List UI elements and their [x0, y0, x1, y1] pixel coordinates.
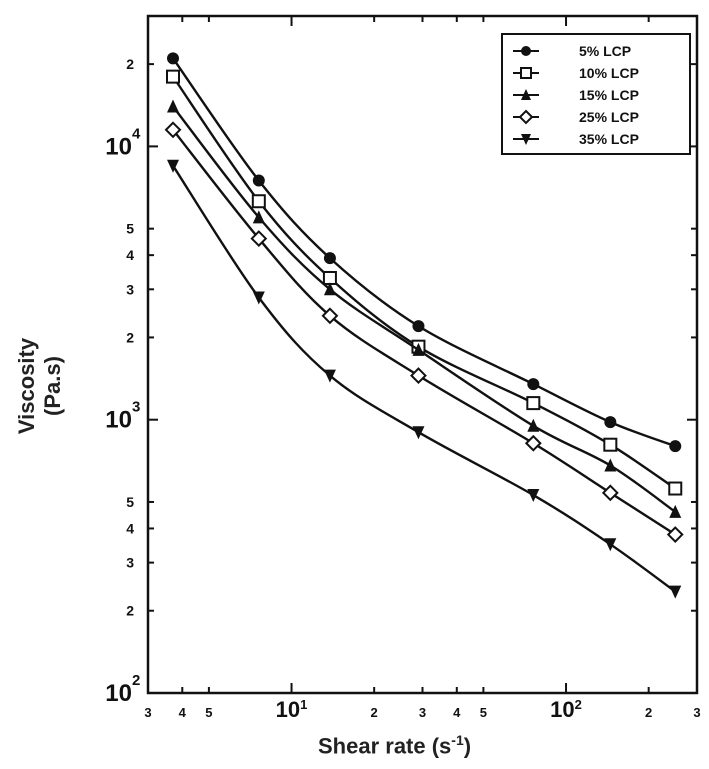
legend-marker [513, 109, 539, 125]
x-tick-label: 2 [645, 705, 652, 720]
y-tick-label: 4 [126, 247, 134, 263]
data-point [410, 367, 427, 385]
y-tick-exponent: 4 [132, 125, 141, 142]
data-point [601, 484, 619, 502]
data-point [527, 489, 540, 503]
legend-label: 35% LCP [579, 131, 639, 147]
data-point [250, 230, 268, 247]
data-point [669, 504, 682, 518]
x-tick-label: 4 [453, 705, 461, 720]
legend-marker [513, 134, 539, 145]
y-tick-label: 2 [126, 603, 134, 619]
x-tick-label: 3 [693, 705, 700, 720]
x-tick-label: 3 [144, 705, 151, 720]
data-point [527, 418, 540, 432]
data-point [412, 426, 425, 440]
x-tick-label: 5 [205, 705, 212, 720]
data-point [323, 282, 336, 296]
data-point [526, 396, 541, 411]
data-point [251, 194, 266, 209]
data-point [323, 369, 336, 383]
data-point [322, 270, 337, 285]
y-tick-exponent: 3 [132, 399, 140, 416]
series-line [172, 75, 676, 490]
data-point [412, 342, 425, 356]
series-line [171, 165, 676, 593]
legend-marker [513, 46, 539, 56]
y-axis-label: Viscosity (Pa.s) [14, 337, 65, 435]
data-point [521, 46, 531, 56]
y-tick-label: 5 [126, 494, 134, 510]
legend: 5% LCP 10% LCP 15% LCP 25% LCP 35% LCP [501, 33, 691, 155]
data-point [518, 109, 534, 125]
x-axis-label-exponent: -1 [451, 732, 464, 748]
data-point [668, 481, 683, 496]
data-point [521, 89, 531, 100]
legend-label: 25% LCP [579, 109, 639, 125]
data-point [164, 121, 182, 139]
y-tick-label: 10 [105, 680, 132, 707]
y-tick-label: 5 [126, 221, 134, 237]
data-point [412, 320, 425, 333]
legend-marker [513, 67, 539, 79]
data-point [603, 437, 618, 452]
data-point [166, 69, 181, 84]
data-point [604, 538, 617, 552]
x-tick-label: 101 [276, 697, 308, 722]
legend-item: 25% LCP [503, 106, 691, 128]
data-point [252, 210, 265, 224]
data-point [669, 585, 682, 599]
series-line [172, 57, 676, 448]
legend-marker [513, 89, 539, 100]
legend-item: 10% LCP [503, 62, 691, 84]
legend-label: 10% LCP [579, 65, 639, 81]
data-point [167, 159, 180, 173]
x-axis-label: Shear rate (s-1) [318, 732, 471, 759]
y-tick-label: 2 [126, 329, 134, 345]
x-tick-exponent: 1 [300, 697, 307, 712]
y-tick-label: 4 [126, 520, 134, 536]
legend-label: 5% LCP [579, 43, 632, 59]
data-point [527, 378, 540, 391]
data-point [520, 67, 532, 79]
data-point [524, 434, 542, 452]
x-tick-label: 4 [179, 705, 187, 720]
x-tick-label: 2 [371, 705, 378, 720]
series-line [172, 129, 676, 536]
legend-item: 5% LCP [503, 40, 691, 62]
data-point [669, 440, 682, 453]
data-point [167, 99, 180, 113]
y-tick-label: 3 [126, 281, 134, 297]
data-point [252, 174, 265, 187]
data-point [521, 134, 531, 145]
legend-item: 15% LCP [503, 84, 691, 106]
data-point [604, 416, 617, 429]
data-point [321, 307, 339, 325]
x-tick-label: 102 [550, 697, 582, 722]
y-tick-label: 3 [126, 555, 134, 571]
legend-item: 35% LCP [503, 128, 691, 150]
data-point [666, 526, 684, 543]
x-axis-label-text: Shear rate (s [318, 733, 452, 759]
data-point [252, 291, 265, 305]
legend-label: 15% LCP [579, 87, 639, 103]
data-point [323, 252, 336, 265]
x-tick-label: 3 [419, 705, 426, 720]
x-axis-label-close: ) [463, 733, 472, 759]
y-tick-label: 10 [105, 133, 132, 160]
y-tick-label: 10 [105, 407, 132, 434]
y-tick-label: 2 [126, 56, 134, 72]
y-tick-exponent: 2 [132, 672, 140, 689]
data-point [604, 458, 617, 472]
data-point [167, 52, 180, 65]
x-tick-label: 5 [480, 705, 487, 720]
x-tick-exponent: 2 [575, 697, 582, 712]
